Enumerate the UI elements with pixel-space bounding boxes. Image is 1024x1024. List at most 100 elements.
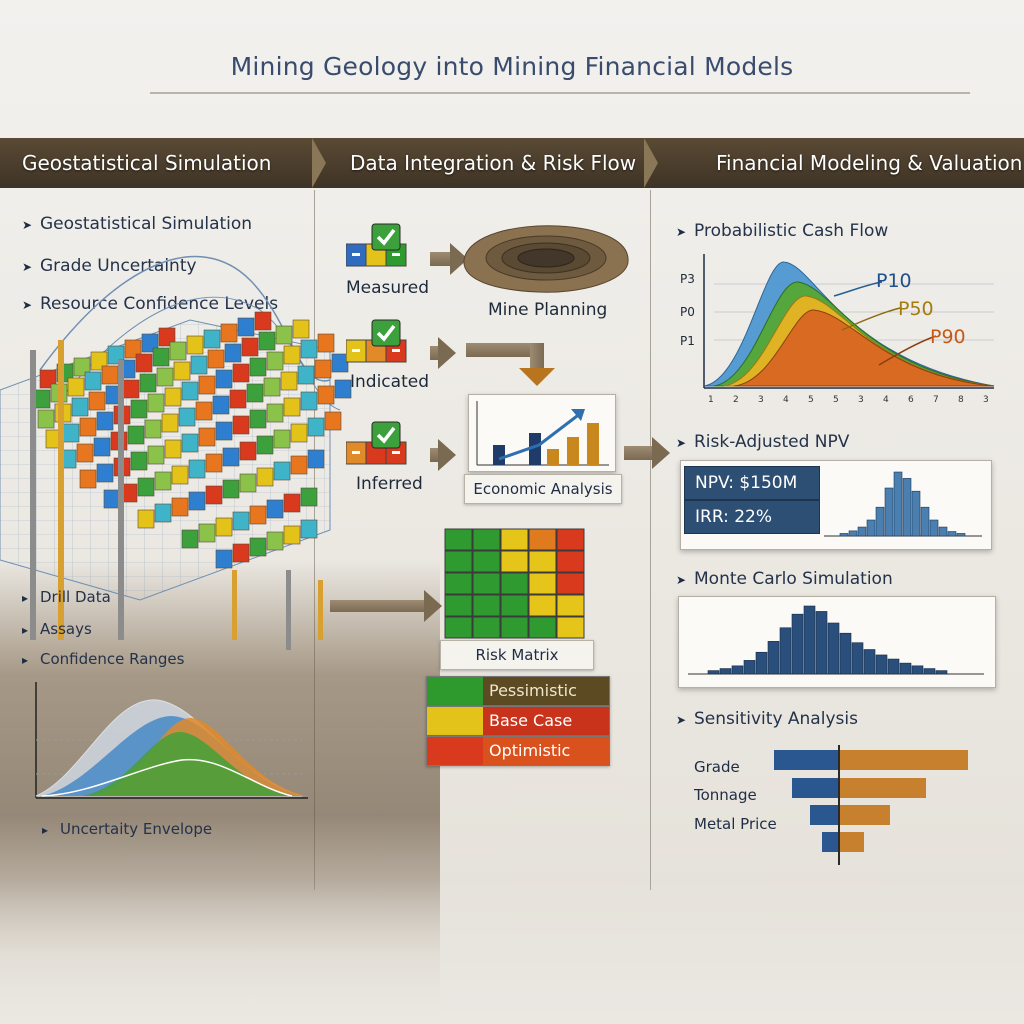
label-risk-matrix: Risk Matrix [440,640,594,670]
risk-matrix-cell [556,594,585,617]
risk-matrix-cell [472,594,501,617]
risk-matrix-cell [528,528,557,551]
block-model-3d [0,255,352,650]
block-model-voxel [79,417,97,437]
irr-value: IRR: 22% [684,500,820,534]
block-model-voxel [71,397,89,417]
block-model-voxel [256,435,274,455]
block-model-voxel [76,443,94,463]
block-model-voxel [178,407,196,427]
block-model-voxel [292,319,310,339]
risk-matrix-cell [444,616,473,639]
block-model-voxel [232,415,250,435]
risk-matrix-cell [472,616,501,639]
scenario-pessimistic: Pessimistic [426,676,610,706]
block-model-voxel [275,325,293,345]
label-inferred: Inferred [356,474,423,494]
block-model-voxel [239,441,257,461]
block-model-voxel [273,429,291,449]
block-model-voxel [101,365,119,385]
arrow-to-risk-matrix [330,600,426,612]
indicated-confidence-icon [346,319,407,363]
heading-probabilistic-cash-flow: ➤ Probabilistic Cash Flow [676,221,889,241]
block-model-voxel [84,371,102,391]
histogram-bar [779,627,792,675]
risk-matrix-cell [472,550,501,573]
histogram-bar [923,668,936,675]
block-model-voxel [266,351,284,371]
histogram-bar [815,611,828,675]
block-model-voxel [283,397,301,417]
column-divider [314,190,315,890]
block-model-voxel [156,367,174,387]
block-model-voxel [283,345,301,365]
histogram-bar [731,665,744,675]
histogram-bar [839,533,849,537]
cashflow-x-tick: 4 [883,395,889,405]
block-model-voxel [331,353,349,373]
histogram-bar [884,487,894,537]
block-model-voxel [171,465,189,485]
block-model-voxel [229,389,247,409]
histogram-bar [827,622,840,675]
block-model-voxel [222,479,240,499]
block-model-voxel [186,335,204,355]
block-model-voxel [62,423,80,443]
cashflow-x-tick: 7 [933,395,939,405]
block-model-voxel [107,345,125,365]
block-model-voxel [246,383,264,403]
risk-matrix-cell [444,572,473,595]
block-model-voxel [158,327,176,347]
block-model-voxel [283,493,301,513]
cashflow-x-tick: 1 [708,395,714,405]
tornado-bar-metal-high [840,805,890,825]
block-model-voxel [283,525,301,545]
block-model-voxel [169,341,187,361]
risk-matrix-cell [556,550,585,573]
arrow-inferred [430,448,440,462]
risk-matrix-cell [500,594,529,617]
block-model-voxel [188,459,206,479]
block-model-voxel [88,391,106,411]
bullet-grade-uncertainty: ➤ Grade Uncertainty [22,256,197,276]
histogram-bar [935,670,948,675]
block-model-voxel [164,387,182,407]
column-header-data-integration: Data Integration & Risk Flow [350,151,637,175]
histogram-bar [719,668,732,675]
cashflow-x-tick: 2 [733,395,739,405]
histogram-bar [755,651,768,675]
block-model-voxel [139,373,157,393]
inferred-confidence-icon [346,421,407,465]
risk-matrix-cell [500,528,529,551]
arrow-head-icon [652,437,670,469]
block-model-voxel [300,519,318,539]
histogram-bar [887,658,900,675]
cashflow-x-tick: 3 [758,395,764,405]
block-model-voxel [205,453,223,473]
block-model-voxel [207,349,225,369]
histogram-bar [902,478,912,537]
block-model-voxel [37,409,55,429]
arrow-measured [430,252,452,266]
cashflow-y-tick: P1 [680,334,695,348]
block-model-voxel [190,355,208,375]
block-model-voxel [161,413,179,433]
block-model-voxel [130,399,148,419]
column-header-geostatistics: Geostatistical Simulation [22,151,272,175]
block-model-voxel [198,427,216,447]
risk-matrix-cell [500,616,529,639]
arrow-indicated-to-economic [530,343,544,369]
heading-risk-adjusted-npv: ➤ Risk-Adjusted NPV [676,432,850,452]
block-model-voxel [232,543,250,563]
mine-pit-icon [463,225,629,293]
cashflow-x-tick: 5 [808,395,814,405]
block-model-voxel [137,477,155,497]
block-model-voxel [334,379,352,399]
risk-matrix-cell [528,572,557,595]
block-model-voxel [154,471,172,491]
block-model-voxel [130,451,148,471]
histogram-bar [839,632,852,675]
block-model-voxel [144,419,162,439]
histogram-bar [929,519,939,537]
block-model-voxel [198,375,216,395]
